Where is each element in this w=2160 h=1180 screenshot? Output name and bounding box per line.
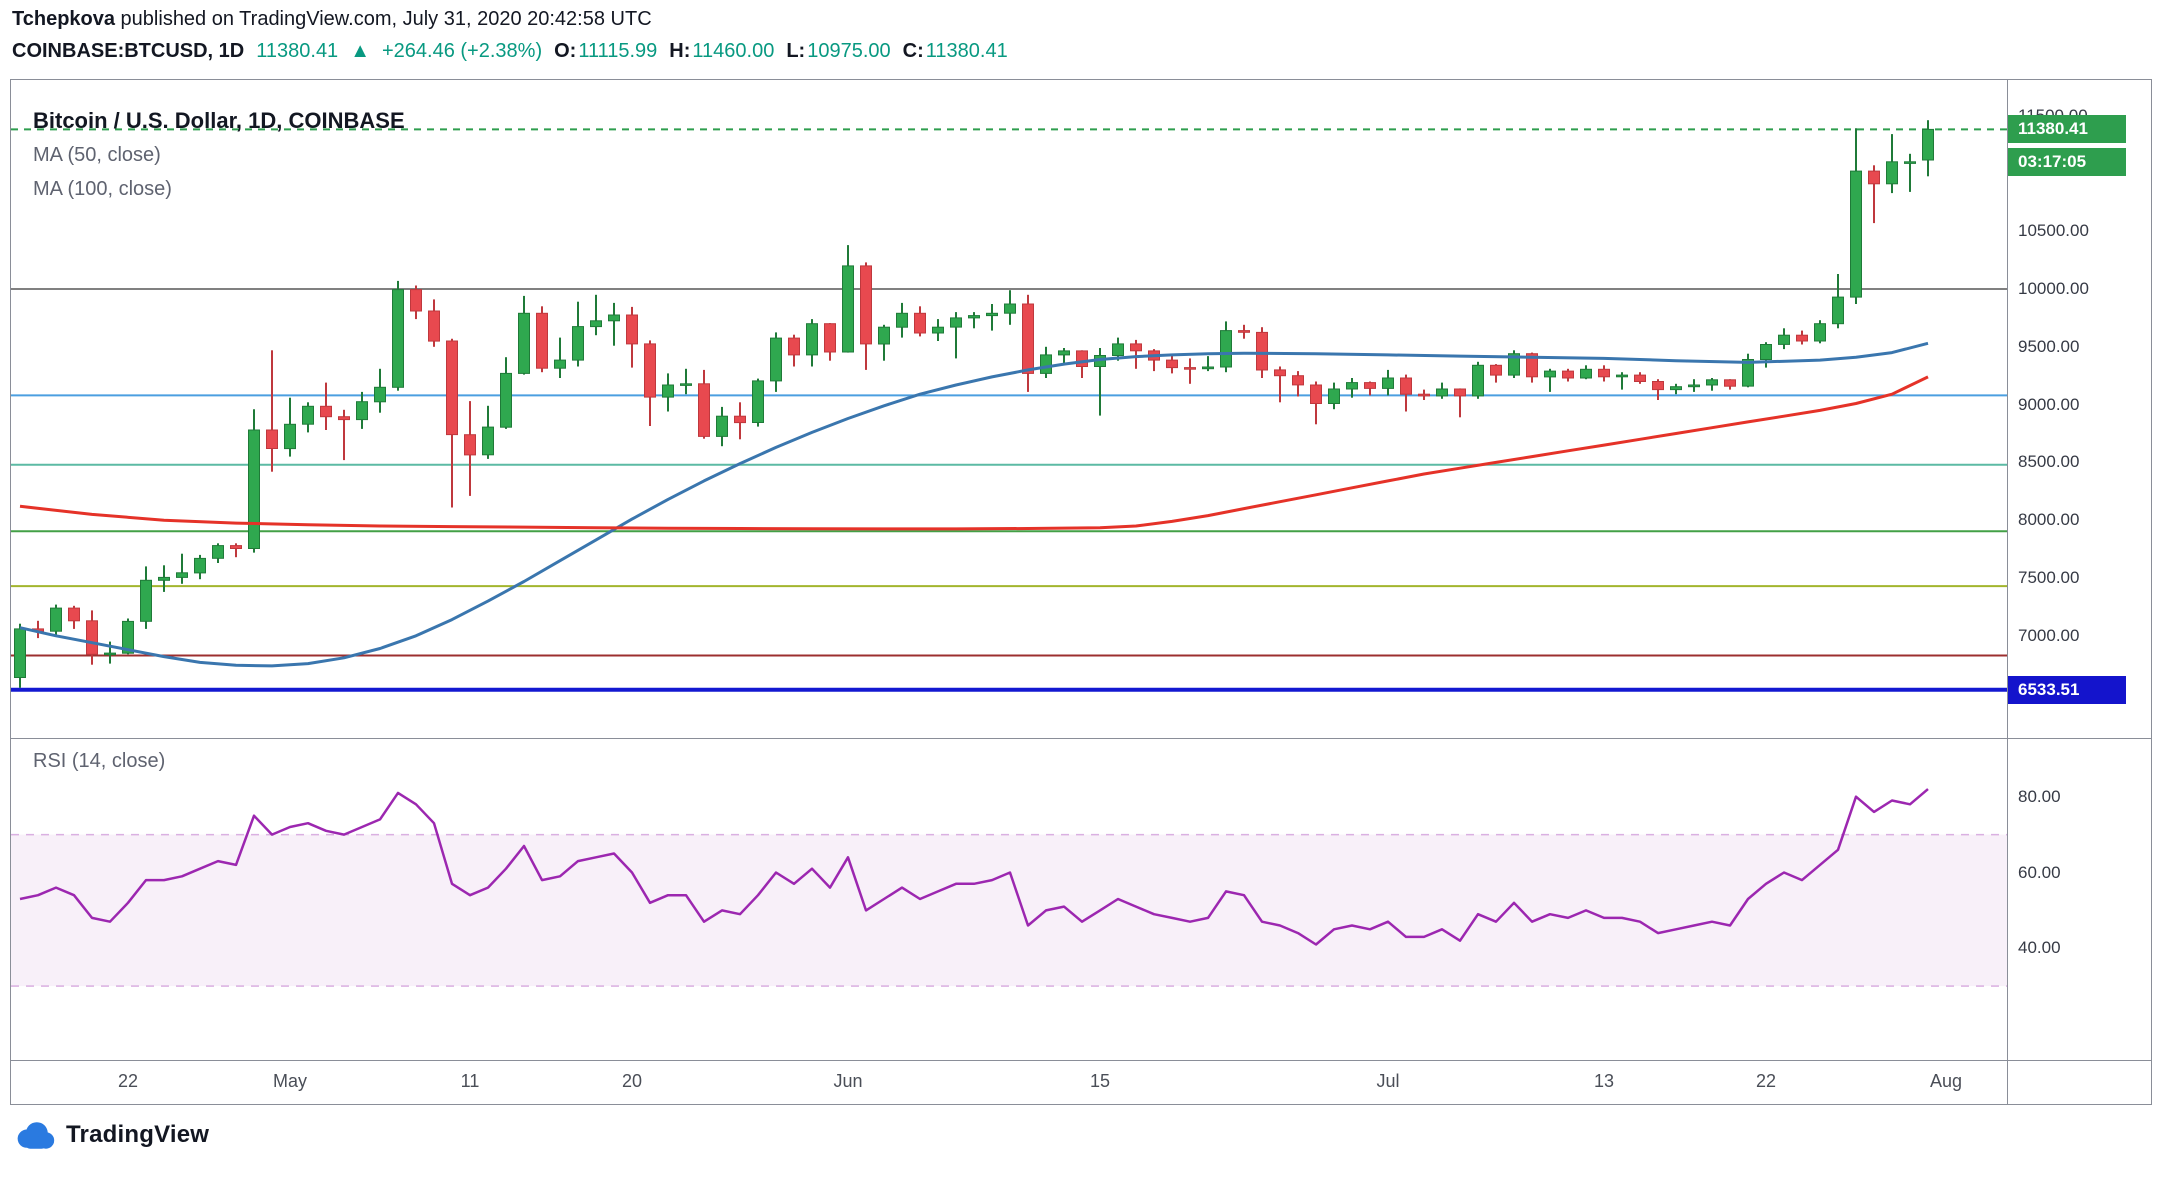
chart-container[interactable]: Bitcoin / U.S. Dollar, 1D, COINBASE MA (… — [10, 79, 2152, 1105]
rsi-axis-label: 40.00 — [2018, 938, 2061, 958]
high-value: 11460.00 — [692, 40, 775, 62]
low-value: 10975.00 — [807, 40, 891, 62]
rsi-pane[interactable] — [11, 738, 2007, 1060]
last-price: 11380.41 — [256, 40, 339, 62]
time-axis-label: 22 — [117, 1071, 139, 1091]
price-axis-label: 9500.00 — [2018, 336, 2080, 356]
price-level-badge: 6533.51 — [2008, 675, 2126, 704]
price-change: +264.46 (+2.38%) — [381, 40, 543, 62]
symbol-ohlc-line: COINBASE:BTCUSD, 1D 11380.41 ▲ +264.46 (… — [12, 38, 1008, 65]
ohlc-open: O: 11115.99 — [554, 38, 657, 65]
last-price-badge: 11380.41 — [2008, 115, 2126, 144]
main-price-pane[interactable] — [11, 80, 2007, 738]
time-axis-label: 22 — [1755, 1071, 1777, 1091]
open-value: 11115.99 — [578, 40, 658, 62]
time-axis-label: May — [272, 1071, 308, 1091]
header: Tchepkova published on TradingView.com, … — [12, 6, 1008, 65]
price-axis-separator — [2007, 80, 2008, 1104]
tradingview-branding[interactable]: TradingView — [14, 1120, 209, 1150]
price-axis-label: 10500.00 — [2018, 221, 2089, 241]
close-label: C: — [902, 40, 924, 62]
close-value: 11380.41 — [925, 40, 1008, 62]
pane-separator[interactable] — [11, 738, 2151, 739]
change-arrow-icon: ▲ — [350, 40, 370, 62]
time-axis-label: 20 — [621, 1071, 643, 1091]
rsi-axis-label: 60.00 — [2018, 862, 2061, 882]
symbol-name: COINBASE:BTCUSD, 1D — [12, 40, 245, 62]
price-axis-label: 9000.00 — [2018, 394, 2080, 414]
time-axis-label: Aug — [1929, 1071, 1963, 1091]
time-axis-label: 11 — [460, 1071, 480, 1091]
ohlc-close: C: 11380.41 — [903, 38, 1008, 65]
time-axis-label: Jun — [833, 1071, 863, 1091]
price-axis-label: 8500.00 — [2018, 452, 2080, 472]
ohlc-low: L: 10975.00 — [786, 38, 890, 65]
price-axis-label: 8000.00 — [2018, 510, 2080, 530]
low-label: L: — [786, 40, 806, 62]
tradingview-cloud-icon — [17, 1122, 55, 1149]
time-axis[interactable]: 22 May 11 20 Jun 15 Jul 13 22 Aug — [11, 1060, 2007, 1104]
publish-text: published on TradingView.com, July 31, 2… — [115, 8, 652, 30]
time-axis-label: 15 — [1089, 1071, 1111, 1091]
price-axis[interactable]: 11380.41 03:17:05 6533.51 11500.0010500.… — [2008, 80, 2151, 1104]
time-axis-label: 13 — [1593, 1071, 1615, 1091]
high-label: H: — [669, 40, 691, 62]
time-axis-separator — [11, 1060, 2151, 1061]
publish-line: Tchepkova published on TradingView.com, … — [12, 6, 1008, 33]
tradingview-logo-text: TradingView — [66, 1121, 210, 1148]
price-axis-label: 10000.00 — [2018, 279, 2089, 298]
open-label: O: — [554, 40, 577, 62]
price-axis-label: 7500.00 — [2018, 568, 2080, 587]
author-name: Tchepkova — [12, 8, 115, 30]
rsi-axis-label: 80.00 — [2018, 786, 2061, 806]
bar-countdown-badge: 03:17:05 — [2008, 148, 2126, 177]
time-axis-label: Jul — [1376, 1071, 1400, 1091]
price-axis-label: 7000.00 — [2018, 625, 2080, 645]
ohlc-high: H: 11460.00 — [669, 38, 774, 65]
